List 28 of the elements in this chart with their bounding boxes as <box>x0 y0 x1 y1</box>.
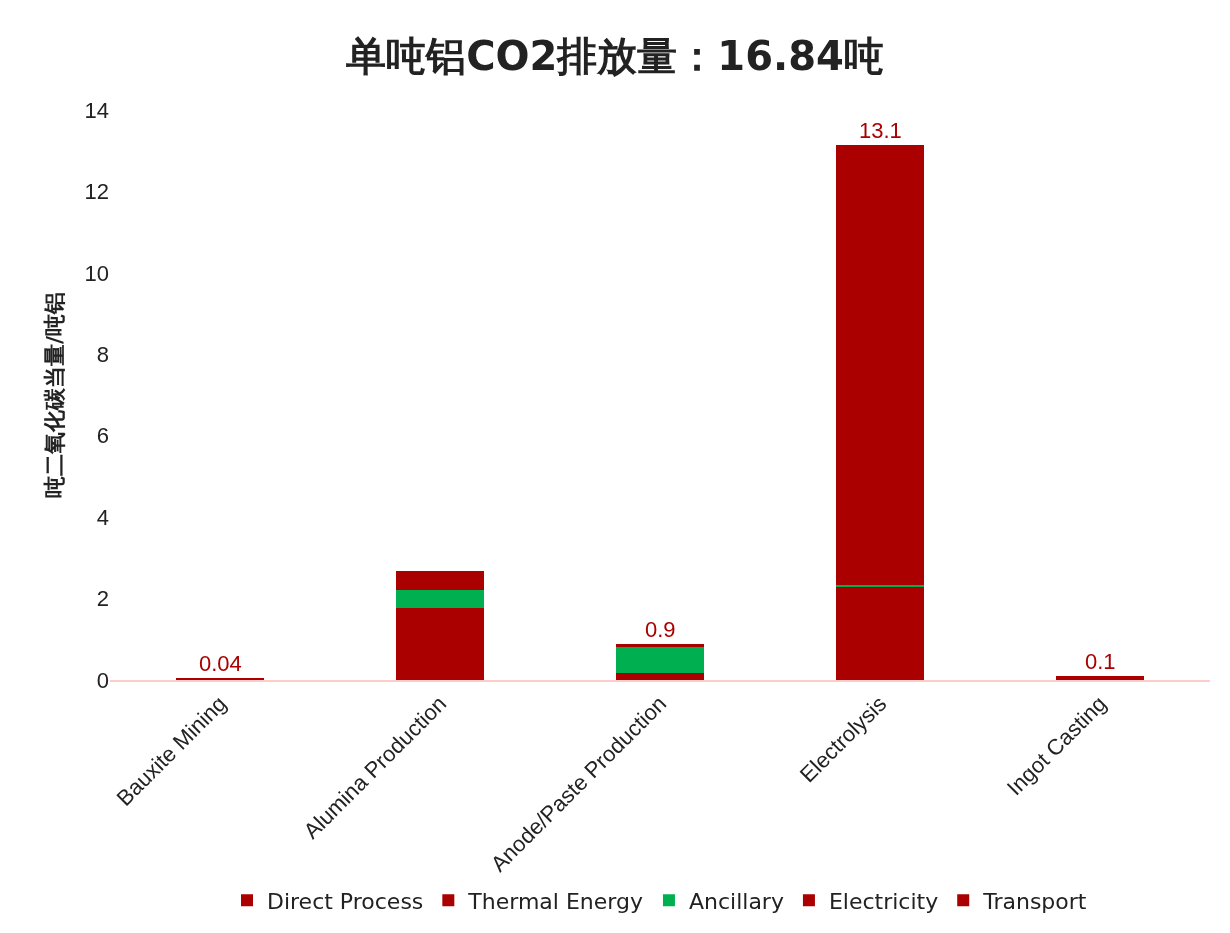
legend-label: Direct Process <box>267 888 424 914</box>
total-label: 0.9 <box>645 617 676 642</box>
y-tick-label: 2 <box>96 586 109 612</box>
bar <box>1056 675 1144 680</box>
chart-title: 单吨铝CO2排放量：16.84吨 <box>345 32 884 79</box>
bar <box>616 672 704 680</box>
y-tick-label: 14 <box>84 97 109 123</box>
total-label: 0.1 <box>1085 649 1116 674</box>
bar <box>616 644 704 647</box>
legend-label: Electricity <box>828 888 939 914</box>
y-axis-title: 吨二氧化碳当量/吨铝 <box>42 291 68 499</box>
legend-label: Ancillary <box>688 888 784 914</box>
bar <box>396 590 484 609</box>
y-tick-label: 8 <box>96 341 109 367</box>
bar <box>396 608 484 680</box>
total-label: 13.1 <box>859 118 902 143</box>
legend-label: Thermal Energy <box>467 888 643 914</box>
y-tick-label: 10 <box>84 260 109 286</box>
y-tick-label: 6 <box>96 423 109 449</box>
legend-label: Transport <box>982 888 1087 914</box>
y-tick-label: 12 <box>84 179 109 205</box>
bar <box>836 586 924 680</box>
y-tick-label: 0 <box>96 667 109 693</box>
y-tick-label: 4 <box>96 504 109 530</box>
bar <box>836 145 924 586</box>
bar <box>616 646 704 673</box>
bar <box>396 570 484 591</box>
total-label: 0.04 <box>199 651 242 676</box>
